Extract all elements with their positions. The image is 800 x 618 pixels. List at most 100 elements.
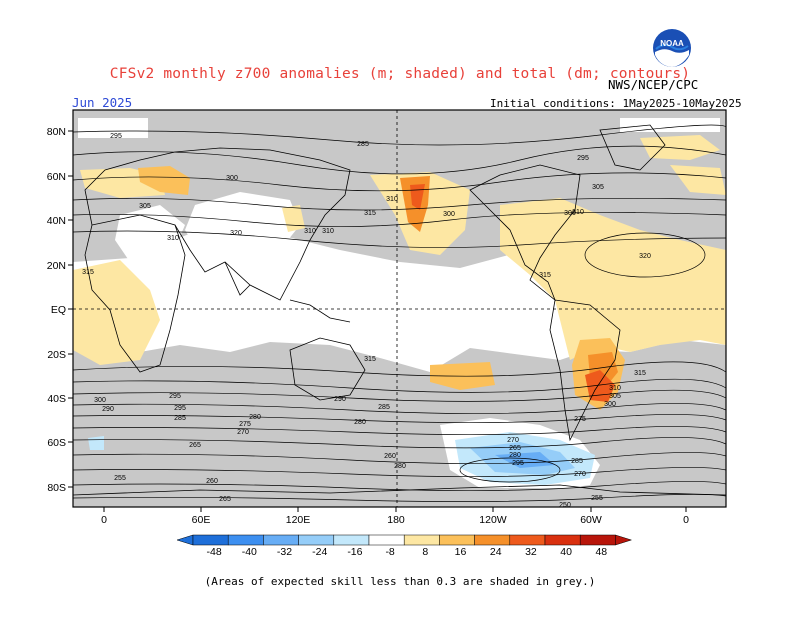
contour-label: 305: [609, 393, 621, 400]
lat-tick-label: 20S: [47, 349, 66, 361]
colorbar-high-arrow: [615, 534, 633, 546]
contour-label: 305: [139, 203, 151, 210]
contour-label: 295: [174, 405, 186, 412]
contour-label: 280: [509, 452, 521, 459]
contour-label: 255: [114, 475, 126, 482]
red-anomaly-north-pacific: [410, 184, 425, 210]
colorbar-segment: [263, 534, 299, 546]
lat-tick-label: 60N: [47, 171, 66, 183]
colorbar-segment: [298, 534, 335, 546]
contour-label: 255: [591, 495, 603, 502]
latitude-axis: 80N 60N 40N 20N EQ 20S 40S 60S 80S: [47, 126, 73, 494]
contour-labels: 2952853003053103153103203153103003103153…: [82, 133, 651, 509]
skill-footnote: (Areas of expected skill less than 0.3 a…: [204, 575, 596, 588]
colorbar: -48 -40 -32 -24 -16 -8 8 16 24 32 40 48: [176, 534, 633, 558]
forecast-month: Jun 2025: [72, 95, 133, 110]
contour-label: 285: [378, 404, 390, 411]
colorbar-segment: [439, 534, 475, 546]
contour-label: 280: [249, 414, 261, 421]
contour-label: 320: [639, 253, 651, 260]
contour-label: 275: [574, 416, 586, 423]
contour-label: 315: [364, 210, 376, 217]
lat-tick-label: 80S: [47, 482, 66, 494]
contour-label: 300: [564, 210, 576, 217]
initial-conditions: Initial conditions: 1May2025-10May2025: [490, 97, 742, 110]
lat-tick-label: 40N: [47, 215, 66, 227]
contour-label: 295: [110, 133, 122, 140]
colorbar-label: -32: [277, 546, 292, 558]
contour-label: 290: [334, 396, 346, 403]
contour-label: 280: [354, 419, 366, 426]
contour-label: 260: [206, 478, 218, 485]
contour-label: 305: [592, 184, 604, 191]
asia-white-region: [185, 192, 300, 262]
colorbar-segment: [227, 534, 264, 546]
colorbar-label: -40: [242, 546, 257, 558]
longitude-axis: 0 60E 120E 180 120W 60W 0: [101, 507, 689, 526]
orange-anomaly-europe: [138, 166, 190, 195]
contour-label: 285: [174, 415, 186, 422]
contour-label: 295: [512, 460, 524, 467]
contour-label: 320: [230, 230, 242, 237]
lon-tick-label: 0: [683, 514, 689, 526]
negative-anomaly-small: [88, 436, 104, 450]
colorbar-segment: [333, 534, 370, 546]
lat-tick-label: 40S: [47, 393, 66, 405]
positive-anomaly-north-atlantic: [670, 165, 726, 195]
contour-label: 295: [169, 393, 181, 400]
arctic-white-east: [620, 118, 720, 132]
contour-label: 310: [609, 385, 621, 392]
contour-label: 265: [219, 496, 231, 503]
contour-label: 275: [239, 421, 251, 428]
colorbar-segment: [474, 534, 511, 546]
contour-label: 315: [82, 269, 94, 276]
colorbar-low-arrow: [176, 534, 194, 546]
contour-label: 300: [443, 211, 455, 218]
colorbar-label: 48: [595, 546, 607, 558]
contour-label: 310: [572, 209, 584, 216]
noaa-logo: NOAA: [653, 29, 691, 67]
lon-tick-label: 120E: [286, 514, 311, 526]
contour-label: 265: [189, 442, 201, 449]
contour-label: 285: [571, 458, 583, 465]
colorbar-segment: [403, 534, 440, 546]
colorbar-label: -24: [312, 546, 327, 558]
colorbar-label: 8: [422, 546, 428, 558]
contour-label: 300: [604, 401, 616, 408]
lon-tick-label: 60E: [192, 514, 211, 526]
map-field: 2952853003053103153103203153103003103153…: [73, 110, 726, 509]
contour-label: 315: [364, 356, 376, 363]
contour-label: 300: [94, 397, 106, 404]
contour-label: 250: [559, 502, 571, 509]
africa-white-region: [115, 205, 185, 262]
positive-anomaly-greenland: [640, 135, 720, 160]
contour-label: 310: [322, 228, 334, 235]
contour-label: 270: [237, 429, 249, 436]
contour-label: 260: [384, 453, 396, 460]
logo-text: NOAA: [660, 39, 684, 48]
colorbar-label: -8: [385, 546, 394, 558]
contour-label: 280: [394, 463, 406, 470]
colorbar-segment: [544, 534, 581, 546]
contour-label: 295: [577, 155, 589, 162]
lon-tick-label: 120W: [479, 514, 507, 526]
colorbar-label: -48: [207, 546, 222, 558]
lon-tick-label: 180: [387, 514, 405, 526]
colorbar-segment: [192, 534, 229, 546]
agency-label: NWS/NCEP/CPC: [608, 77, 699, 92]
colorbar-segment: [509, 534, 546, 546]
contour-label: 270: [507, 437, 519, 444]
lat-tick-label: 80N: [47, 126, 66, 138]
contour-label: 285: [357, 141, 369, 148]
contour-label: 270: [574, 471, 586, 478]
colorbar-segment: [368, 534, 405, 546]
chart-title: CFSv2 monthly z700 anomalies (m; shaded)…: [109, 66, 691, 82]
lat-tick-label: EQ: [51, 304, 66, 316]
negative-anomaly-southern-ocean-max: [495, 452, 555, 468]
lat-tick-label: 20N: [47, 260, 66, 272]
colorbar-label: -16: [347, 546, 362, 558]
contour-label: 300: [226, 175, 238, 182]
positive-anomaly-atlantic-west: [73, 260, 160, 365]
contour-label: 315: [539, 272, 551, 279]
